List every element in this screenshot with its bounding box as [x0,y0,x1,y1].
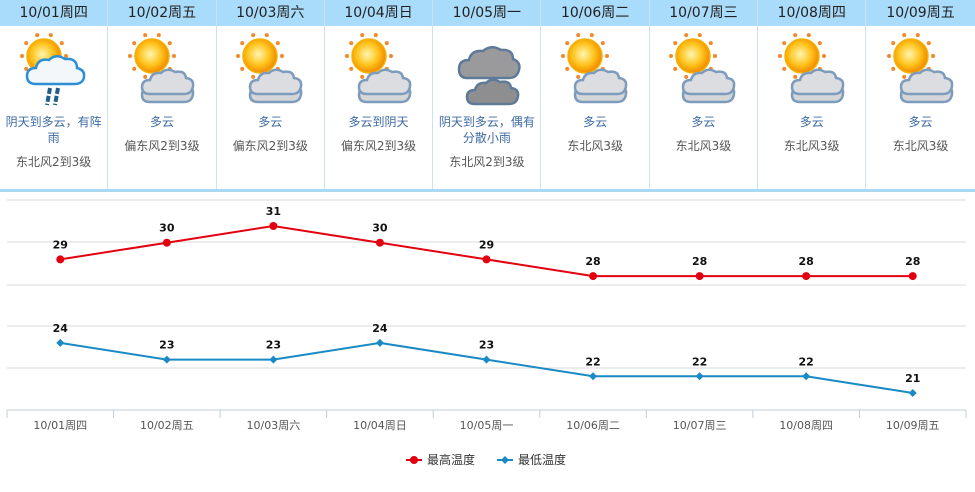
forecast-strip: 10/01周四 阴天到多云，有阵雨 东北风2到3级 10/02周五 多云 偏东风… [0,0,975,192]
partly-cloudy-icon [665,32,741,108]
data-point [162,238,171,247]
forecast-day-1: 10/01周四 阴天到多云，有阵雨 东北风2到3级 [0,0,109,189]
x-tick-label: 10/02周五 [140,419,194,432]
x-tick-label: 10/01周四 [33,419,87,432]
wind-description: 偏东风2到3级 [124,139,200,153]
data-label: 28 [692,255,707,268]
forecast-day-8: 10/08周四 多云 东北风3级 [758,0,867,189]
forecast-day-2: 10/02周五 多云 偏东风2到3级 [108,0,217,189]
wind-description: 东北风2到3级 [449,155,525,169]
wind-description: 偏东风2到3级 [232,139,308,153]
data-point [269,222,278,230]
data-point [695,372,704,381]
data-point [802,272,811,281]
data-label: 22 [692,355,707,368]
data-label: 28 [799,255,814,268]
x-tick-label: 10/06周二 [566,419,620,432]
partly-cloudy-icon [883,32,959,108]
partly-cloudy-icon [232,32,308,108]
partly-cloudy-icon [774,32,850,108]
data-point [589,372,598,381]
wind-description: 偏东风2到3级 [340,139,417,153]
wind-description: 东北风3级 [783,139,840,153]
data-point [908,272,917,281]
partly-cloudy-icon [557,32,633,108]
temperature-chart: 10/01周四 10/02周五 10/03周六 10/04周日 10/05周一 10/06… [0,192,975,488]
wind-description: 东北风3级 [567,139,623,153]
data-point [695,272,704,281]
data-label: 30 [372,222,388,235]
data-label: 29 [479,238,494,251]
data-label: 22 [799,355,814,368]
data-point [482,255,491,264]
data-point [375,338,384,347]
legend-item-low[interactable]: 最低温度 [518,452,566,467]
partly-cloudy-icon [341,32,417,108]
weather-condition: 阴天到多云，偶有分散小雨 [438,115,535,145]
data-point [56,255,65,264]
data-point [908,389,917,397]
x-tick-label: 10/05周一 [460,419,514,432]
forecast-date: 10/05周一 [433,0,541,26]
weather-condition: 多云 [583,115,608,129]
data-point [482,355,491,364]
forecast-date: 10/07周三 [649,0,758,26]
forecast-date: 10/03周六 [216,0,324,26]
weather-condition: 多云 [691,115,716,129]
data-point [162,355,171,364]
forecast-date: 10/08周四 [758,0,866,26]
x-tick-label: 10/03周六 [247,419,301,432]
legend-marker [410,456,418,464]
data-label: 29 [53,238,68,251]
temperature-line-chart: 10/01周四 10/02周五 10/03周六 10/04周日 10/05周一 10/06… [6,199,967,467]
data-label: 22 [585,355,600,368]
data-label: 30 [159,222,175,235]
forecast-day-4: 10/04周日 多云到阴天 偏东风2到3级 [324,0,434,189]
weather-condition: 多云 [258,115,283,129]
forecast-day-5: 10/05周一 阴天到多云，偶有分散小雨 东北风2到3级 [433,0,542,189]
data-point [56,338,65,347]
thunder-shower-icon [16,32,92,108]
data-label: 24 [53,322,69,335]
data-label: 31 [266,205,281,218]
x-tick-label: 10/09周五 [886,419,940,432]
forecast-date: 10/06周二 [541,0,649,26]
weather-condition: 多云 [799,115,824,129]
forecast-day-6: 10/06周二 多云 东北风3级 [541,0,650,189]
weather-condition: 阴天到多云，有阵雨 [5,115,102,145]
data-label: 21 [905,372,920,385]
forecast-date: 10/09周五 [866,0,975,26]
wind-description: 东北风2到3级 [16,155,92,169]
data-label: 23 [266,339,281,352]
x-tick-label: 10/08周四 [779,419,833,432]
x-tick-label: 10/04周日 [353,419,407,432]
forecast-day-9: 10/09周五 多云 东北风3级 [866,0,975,189]
data-point [375,238,384,247]
forecast-date: 10/02周五 [108,0,216,26]
forecast-day-3: 10/03周六 多云 偏东风2到3级 [216,0,325,189]
data-point [802,372,811,381]
data-point [269,355,278,364]
weather-condition: 多云 [149,115,174,129]
wind-description: 东北风3级 [892,139,949,153]
weather-condition: 多云到阴天 [348,115,409,129]
data-label: 24 [372,322,388,335]
forecast-day-7: 10/07周三 多云 东北风3级 [649,0,759,189]
legend-item-high[interactable]: 最高温度 [427,452,475,467]
overcast-icon [449,32,525,108]
forecast-date: 10/01周四 [0,0,108,26]
weather-condition: 多云 [908,115,933,129]
wind-description: 东北风3级 [675,139,732,153]
data-label: 23 [159,339,174,352]
partly-cloudy-icon [124,32,200,108]
data-label: 28 [585,255,600,268]
legend-marker [501,456,509,464]
data-label: 23 [479,339,494,352]
x-tick-label: 10/07周三 [673,419,727,432]
data-point [589,272,598,281]
data-label: 28 [905,255,920,268]
forecast-date: 10/04周日 [324,0,433,26]
